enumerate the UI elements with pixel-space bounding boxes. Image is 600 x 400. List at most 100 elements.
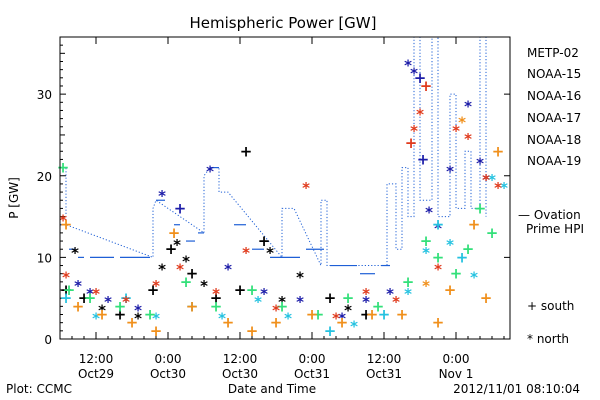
point-noaa-18-south: + <box>432 314 445 332</box>
point-noaa-17-south: + <box>210 297 223 315</box>
point-noaa-19-north: * <box>62 269 70 287</box>
point-noaa-17-south: + <box>144 306 157 324</box>
point-noaa-16-north: * <box>152 310 160 328</box>
point-noaa-19-north: * <box>272 301 280 319</box>
legend: METP-02 NOAA-15 NOAA-16 NOAA-17 NOAA-18 … <box>518 46 584 346</box>
point-noaa-19-north: * <box>452 122 460 140</box>
point-noaa-19-north: * <box>212 285 220 303</box>
point-noaa-16-north: * <box>350 318 358 336</box>
x-tick-label-date: Oct30 <box>222 367 258 381</box>
point-noaa-18-south: + <box>186 297 199 315</box>
point-noaa-18-south: + <box>396 306 409 324</box>
point-metp-02-north: * <box>344 301 352 319</box>
legend-entry-noaa-16: NOAA-16 <box>527 89 581 103</box>
point-noaa-18-south: + <box>96 306 109 324</box>
point-metp-02-south: + <box>240 142 253 160</box>
point-metp-02-north: * <box>158 261 166 279</box>
point-noaa-19-north: * <box>410 122 418 140</box>
point-noaa-19-north: * <box>362 285 370 303</box>
point-noaa-17-south: + <box>63 281 76 299</box>
point-noaa-15-north: * <box>134 301 142 319</box>
point-noaa-19-south: + <box>420 77 433 95</box>
point-noaa-16-north: * <box>404 285 412 303</box>
point-noaa-15-north: * <box>104 293 112 311</box>
point-noaa-16-north: * <box>254 293 262 311</box>
point-noaa-18-south: + <box>270 314 283 332</box>
x-tick-label-date: Oct31 <box>294 367 330 381</box>
point-noaa-16-south: + <box>456 248 469 266</box>
point-metp-02-south: + <box>165 240 178 258</box>
legend-ovation-line1: — Ovation <box>518 208 581 222</box>
point-noaa-19-north: * <box>242 244 250 262</box>
y-tick-label: 10 <box>37 251 52 265</box>
point-noaa-16-south: + <box>432 216 445 234</box>
point-noaa-17-south: + <box>420 232 433 250</box>
point-noaa-17-south: + <box>372 297 385 315</box>
x-tick-label-time: 0:00 <box>443 352 470 366</box>
point-noaa-19-north: * <box>416 105 424 123</box>
point-metp-02-north: * <box>296 269 304 287</box>
y-axis-label: P [GW] <box>7 177 21 219</box>
point-noaa-18-south: + <box>492 142 505 160</box>
legend-north-marker: * north <box>527 332 569 346</box>
point-noaa-16-north: * <box>92 310 100 328</box>
x-tick-label-date: Oct29 <box>78 367 114 381</box>
point-noaa-16-north: * <box>470 269 478 287</box>
point-noaa-17-south: + <box>462 240 475 258</box>
legend-entry-noaa-18: NOAA-18 <box>527 133 581 147</box>
point-metp-02-north: * <box>182 252 190 270</box>
point-noaa-18-south: + <box>150 322 163 340</box>
point-noaa-15-north: * <box>410 65 418 83</box>
x-tick-label-time: 0:00 <box>155 352 182 366</box>
point-noaa-16-south: + <box>324 322 337 340</box>
point-noaa-16-north: * <box>500 179 508 197</box>
point-noaa-16-north: * <box>446 236 454 254</box>
x-tick-label-time: 0:00 <box>299 352 326 366</box>
point-noaa-17-south: + <box>312 306 325 324</box>
point-noaa-15-north: * <box>464 97 472 115</box>
point-noaa-15-south: + <box>174 199 187 217</box>
point-noaa-19-north: * <box>332 310 340 328</box>
point-noaa-15-south: + <box>414 69 427 87</box>
point-noaa-17-south: + <box>114 297 127 315</box>
y-tick-label: 20 <box>37 170 52 184</box>
point-noaa-15-north: * <box>362 293 370 311</box>
point-noaa-19-north: * <box>464 130 472 148</box>
point-noaa-19-north: * <box>176 261 184 279</box>
x-tick-label-time: 12:00 <box>79 352 114 366</box>
point-noaa-19-north: * <box>482 171 490 189</box>
point-metp-02-north: * <box>98 301 106 319</box>
y-tick-label: 30 <box>37 88 52 102</box>
point-metp-02-south: + <box>258 232 271 250</box>
point-metp-02-south: + <box>324 289 337 307</box>
plot-credit: Plot: CCMC <box>6 382 72 396</box>
y-tick-label: 0 <box>44 333 52 347</box>
point-noaa-18-south: + <box>60 216 73 234</box>
point-metp-02-south: + <box>186 265 199 283</box>
point-noaa-17-south: + <box>180 273 193 291</box>
point-metp-02-south: + <box>360 306 373 324</box>
point-metp-02-south: + <box>114 306 127 324</box>
point-noaa-18-south: + <box>306 306 319 324</box>
legend-entry-noaa-15: NOAA-15 <box>527 67 581 81</box>
x-tick-label-time: 12:00 <box>223 352 258 366</box>
legend-entry-noaa-19: NOAA-19 <box>527 154 581 168</box>
point-noaa-16-north: * <box>218 310 226 328</box>
point-noaa-18-north: * <box>458 114 466 132</box>
point-noaa-17-south: + <box>84 289 97 307</box>
point-noaa-17-south: + <box>57 159 70 177</box>
x-axis-ticks: 12:00Oct290:00Oct3012:00Oct300:00Oct3112… <box>59 37 505 381</box>
point-noaa-18-south: + <box>468 216 481 234</box>
x-tick-label-time: 12:00 <box>367 352 402 366</box>
y-axis-ticks: 0 10 20 30 <box>37 36 510 347</box>
point-metp-02-north: * <box>134 310 142 328</box>
legend-ovation-line2: Prime HPI <box>526 222 584 236</box>
point-noaa-16-south: + <box>120 289 133 307</box>
legend-entry-metp-02: METP-02 <box>527 46 579 60</box>
point-noaa-16-south: + <box>378 306 391 324</box>
point-noaa-17-south: + <box>486 224 499 242</box>
point-noaa-19-north: * <box>302 179 310 197</box>
point-noaa-17-south: + <box>342 289 355 307</box>
point-noaa-16-south: + <box>186 297 199 315</box>
